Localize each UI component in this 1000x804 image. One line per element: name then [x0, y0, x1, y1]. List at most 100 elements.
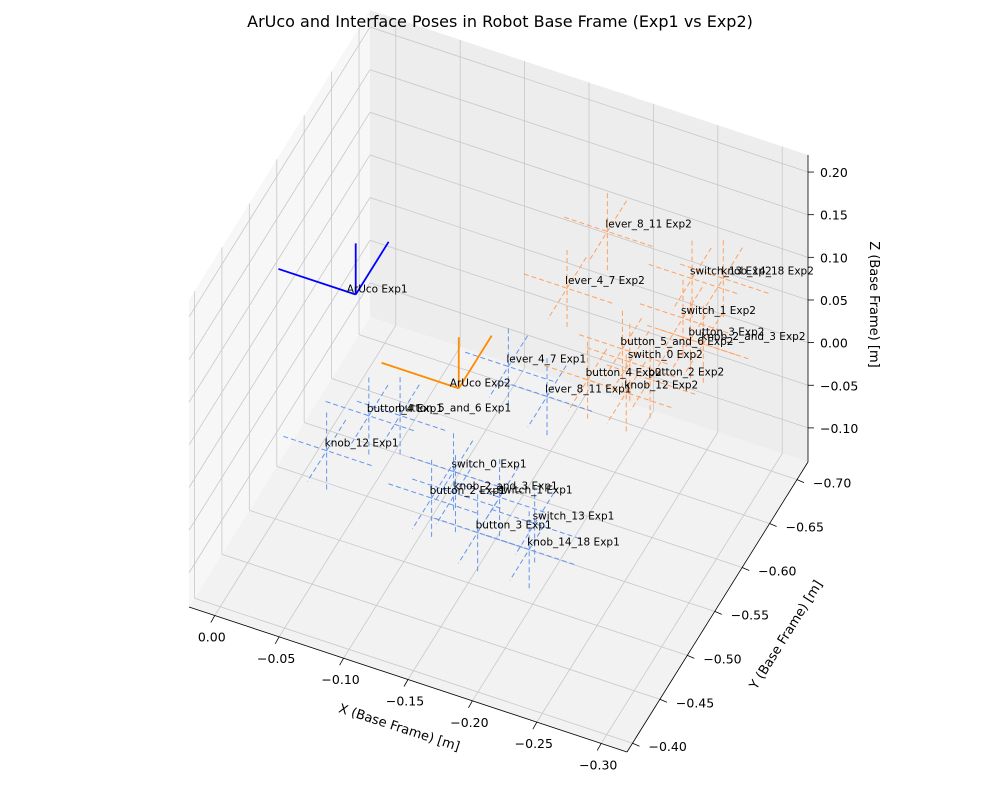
y-tick-mark: [742, 567, 750, 571]
aruco-axis: [458, 335, 493, 389]
y-tick-label: −0.60: [758, 563, 796, 578]
grid-line: [407, 389, 590, 680]
pose-label: button_2 Exp1: [430, 485, 506, 497]
grid-line: [369, 197, 809, 343]
z-tick-label: 0.20: [820, 165, 848, 180]
pose-label: button_4 Exp1: [367, 403, 443, 415]
y-tick-label: −0.70: [813, 476, 851, 491]
grid-line: [188, 26, 371, 318]
pose-axis: [307, 419, 347, 482]
pose-axis: [380, 384, 420, 447]
x-tick-mark: [274, 636, 280, 645]
aruco-marker: [278, 241, 390, 296]
pose-axis: [703, 247, 743, 310]
y-axis-line: [626, 461, 809, 753]
pose-marker: [580, 353, 672, 432]
aruco-axis: [278, 268, 356, 296]
grid-line: [369, 239, 809, 386]
y-tick-mark: [632, 742, 640, 747]
pose-marker: [354, 376, 446, 455]
grid-line: [369, 282, 809, 429]
pose-marker: [323, 376, 415, 455]
pose-label: button_3 Exp1: [476, 519, 552, 531]
pose-label: switch_0 Exp2: [628, 349, 703, 361]
pose-label: switch_1 Exp2: [681, 305, 756, 317]
pose-marker: [646, 239, 738, 318]
pose-label: switch_0 Exp1: [452, 458, 527, 470]
pose-label: button_5_and_6 Exp2: [620, 336, 733, 348]
y-tick-label: −0.55: [731, 607, 769, 622]
pose-axis: [610, 330, 650, 394]
pose-marker: [432, 493, 523, 572]
grid-line: [194, 597, 633, 744]
pose-label: lever_4_7 Exp2: [565, 275, 645, 287]
axis-ticks: 0.00 −0.05 −0.10 −0.15 −0.20 −0.25 −0.30 −0.40 −…: [198, 165, 859, 772]
x-tick-mark: [532, 721, 538, 730]
grid-line: [304, 422, 743, 568]
grid-line: [369, 26, 809, 173]
aruco-label: ArUco Exp1: [347, 284, 408, 296]
x-axis-label: X (Base Frame) [m]: [337, 702, 462, 755]
pose-axis: [349, 384, 389, 447]
pose-marker: [584, 323, 676, 401]
pose-label: switch_13 Exp1: [533, 511, 615, 523]
pose-marker: [645, 300, 736, 379]
pose-labels: lever_4_7 Exp1 lever_8_11 Exp1 button_4 Ex…: [325, 218, 814, 548]
pose-label: knob_14_18 Exp2: [721, 265, 814, 277]
z-tick-label: 0.00: [820, 336, 848, 351]
y-tick-label: −0.40: [648, 739, 686, 754]
pose-marker: [501, 357, 593, 436]
x-tick-label: −0.10: [321, 672, 359, 687]
pose-axis: [515, 492, 555, 555]
pose-label: knob_12 Exp2: [624, 380, 698, 392]
pose-marker: [463, 327, 554, 406]
grid-line: [369, 111, 809, 258]
y-tick-mark: [769, 523, 777, 527]
y-tick-mark: [714, 611, 722, 615]
aruco-axis: [381, 361, 460, 390]
pose-axis: [683, 312, 723, 375]
y-tick-label: −0.45: [676, 695, 714, 710]
aruco-label: ArUco Exp2: [450, 377, 511, 389]
pose-label: knob_2_and_3 Exp2: [701, 331, 805, 343]
x-tick-mark: [339, 657, 344, 666]
pose-marker: [637, 279, 729, 357]
grid-line: [278, 346, 461, 638]
pose-marker: [521, 249, 613, 328]
y-tick-label: −0.65: [786, 520, 824, 535]
pose-markers: [278, 192, 769, 589]
y-axis-label: Y (Base Frame) [m]: [746, 578, 826, 693]
aruco-marker: [381, 335, 493, 390]
grid-line: [600, 453, 783, 744]
z-axis-label: Z (Base Frame) [m]: [866, 241, 881, 367]
x-tick-label: −0.25: [515, 736, 553, 751]
x-tick-mark: [210, 615, 216, 623]
pose-label: button_3 Exp2: [688, 327, 764, 339]
pose-axis: [547, 257, 587, 320]
pose-label: lever_8_11 Exp1: [545, 383, 631, 395]
pose-axis: [527, 365, 567, 428]
grid-line: [188, 282, 371, 574]
pose-label: button_5_and_6 Exp1: [398, 402, 511, 414]
pose-marker: [410, 454, 501, 533]
z-tick-label: 0.15: [820, 208, 848, 223]
grid-line: [249, 509, 688, 656]
pose-marker: [281, 411, 372, 490]
x-tick-label: −0.15: [386, 694, 424, 709]
pose-axis: [488, 335, 529, 398]
pose-label: switch_13 Exp2: [690, 266, 772, 278]
pose-axis: [670, 308, 711, 371]
chart-title: ArUco and Interface Poses in Robot Base …: [247, 12, 753, 31]
pose-axis: [509, 518, 549, 581]
x-tick-label: 0.00: [198, 630, 226, 645]
y-tick-mark: [687, 654, 695, 659]
grid-line: [188, 197, 371, 488]
x-tick-mark: [403, 679, 409, 687]
pose-marker: [562, 192, 653, 271]
z-tick-label: 0.05: [820, 293, 848, 308]
aruco-axis: [354, 241, 390, 296]
x-tick-mark: [468, 700, 473, 709]
pose-label: button_2 Exp2: [648, 366, 724, 378]
